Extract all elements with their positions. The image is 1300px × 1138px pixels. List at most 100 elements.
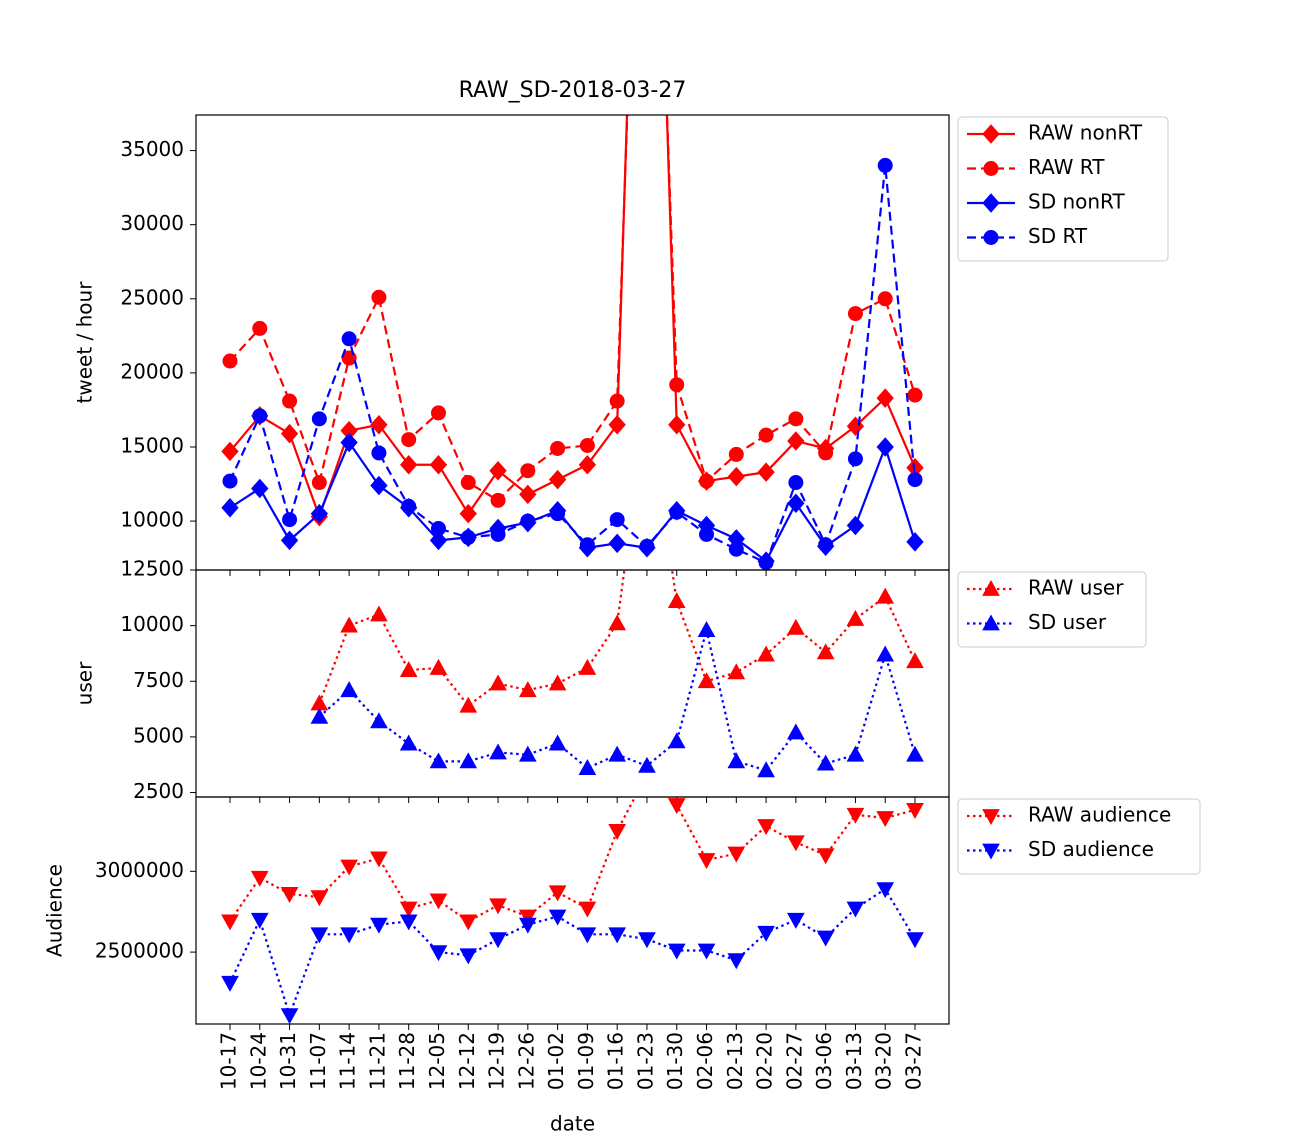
marker <box>787 835 805 852</box>
marker <box>371 289 387 305</box>
marker <box>727 846 746 863</box>
marker <box>728 541 744 557</box>
marker <box>579 537 595 553</box>
marker <box>669 504 685 520</box>
y-tick-label: 12500 <box>120 557 184 581</box>
marker <box>876 645 895 662</box>
marker <box>906 532 924 552</box>
y-tick-label: 2500000 <box>95 939 184 963</box>
y-tick-label: 2500 <box>133 779 184 803</box>
marker <box>340 681 358 698</box>
marker <box>460 529 476 545</box>
x-tick-label: 03-13 <box>842 1032 866 1090</box>
legend-marker <box>982 809 1000 826</box>
x-tick-label: 02-20 <box>753 1032 777 1090</box>
marker <box>550 440 566 456</box>
marker <box>667 592 686 609</box>
marker <box>906 745 924 762</box>
marker <box>667 943 686 960</box>
marker <box>816 643 835 660</box>
axes-frame <box>195 569 950 798</box>
marker <box>578 759 597 775</box>
marker <box>250 870 269 887</box>
marker <box>221 441 239 462</box>
marker <box>370 917 388 934</box>
x-tick-label: 12-19 <box>485 1032 509 1090</box>
marker <box>489 460 507 481</box>
series-line <box>229 797 916 923</box>
marker <box>639 538 655 554</box>
marker <box>638 932 656 949</box>
y-tick-label: 30000 <box>120 211 184 235</box>
marker <box>459 914 478 931</box>
marker <box>697 943 716 960</box>
marker <box>876 437 894 457</box>
marker <box>787 723 805 740</box>
marker <box>608 824 627 840</box>
x-tick-label: 01-30 <box>663 1032 687 1090</box>
y-tick-label: 20000 <box>120 359 184 383</box>
marker <box>401 498 417 514</box>
marker <box>489 743 507 760</box>
marker <box>578 927 597 944</box>
marker <box>221 497 239 518</box>
y-tick-label: 10000 <box>120 612 184 636</box>
marker <box>429 945 448 962</box>
legend-marker <box>982 843 1000 860</box>
marker <box>727 953 746 970</box>
marker <box>608 415 626 435</box>
marker <box>370 851 388 868</box>
marker <box>697 672 716 689</box>
x-tick-label: 11-07 <box>306 1032 330 1090</box>
marker <box>758 555 774 570</box>
plot-area <box>221 115 924 570</box>
x-tick-label: 02-27 <box>782 1032 806 1090</box>
marker <box>907 387 923 403</box>
marker <box>757 645 775 662</box>
legend <box>957 116 1169 262</box>
marker <box>579 438 595 454</box>
marker <box>340 859 358 876</box>
marker <box>429 893 448 910</box>
marker <box>877 157 893 173</box>
marker <box>818 537 834 553</box>
marker <box>757 462 775 482</box>
marker <box>907 472 923 488</box>
axes-frame <box>195 114 950 571</box>
marker <box>340 432 358 453</box>
marker <box>906 932 924 949</box>
marker <box>699 473 715 489</box>
legend-marker <box>982 124 1000 144</box>
y-tick-label: 25000 <box>120 285 184 309</box>
marker <box>548 674 567 691</box>
marker <box>787 912 805 929</box>
marker <box>490 492 506 508</box>
legend <box>957 571 1147 648</box>
marker <box>400 455 418 475</box>
legend-label: SD user <box>1028 610 1107 634</box>
marker <box>221 914 239 931</box>
marker <box>399 734 418 751</box>
marker <box>846 515 865 536</box>
marker <box>518 681 537 698</box>
marker <box>282 512 298 528</box>
marker <box>222 353 238 369</box>
marker <box>877 291 893 307</box>
y-axis-label: tweet / hour <box>73 281 97 404</box>
marker <box>518 917 537 934</box>
marker <box>519 484 537 505</box>
chart-title: RAW_SD-2018-03-27 <box>459 78 687 103</box>
marker <box>311 475 327 491</box>
legend-marker <box>983 161 999 176</box>
marker <box>222 473 238 489</box>
marker <box>429 658 448 675</box>
marker <box>430 405 446 421</box>
y-axis-label: user <box>73 661 97 705</box>
marker <box>609 393 625 409</box>
marker <box>846 901 865 918</box>
marker <box>520 513 536 529</box>
marker <box>251 478 269 499</box>
marker <box>758 427 774 443</box>
marker <box>370 605 388 622</box>
marker <box>310 890 329 907</box>
